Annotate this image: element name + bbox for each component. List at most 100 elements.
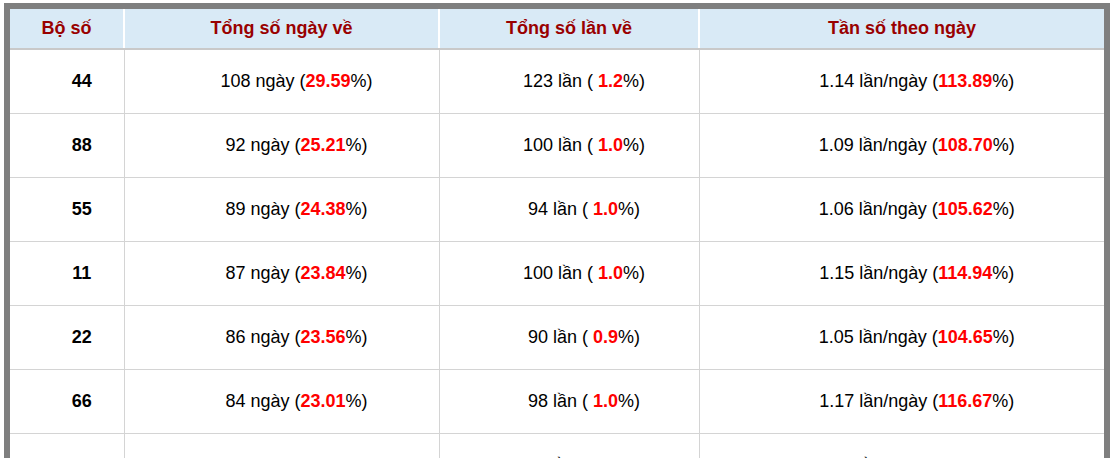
pair-number-cell: 55 bbox=[10, 178, 124, 242]
frequency-percentage: 104.65 bbox=[938, 327, 993, 347]
table-row: 66 84 ngày (23.01%) 98 lần ( 1.0%) 1.17 … bbox=[10, 370, 1104, 434]
times-cell: 98 lần ( 1.0%) bbox=[439, 370, 699, 434]
times-text-close: %) bbox=[623, 263, 645, 283]
times-percentage: 1.2 bbox=[598, 71, 623, 91]
times-cell: 90 lần ( 0.9%) bbox=[439, 306, 699, 370]
header-pair: Bộ số bbox=[10, 9, 124, 49]
times-text: 100 lần ( bbox=[523, 263, 598, 283]
days-text: 84 ngày ( bbox=[225, 391, 300, 411]
frequency-text: 1.06 lần/ngày ( bbox=[819, 199, 938, 219]
days-percentage: 23.84 bbox=[301, 263, 346, 283]
table-row: 99 84 ngày (23.01%) 94 lần ( 1.0%) 1.12 … bbox=[10, 434, 1104, 458]
pair-number-cell: 22 bbox=[10, 306, 124, 370]
days-percentage: 23.01 bbox=[301, 391, 346, 411]
days-percentage: 25.21 bbox=[301, 135, 346, 155]
days-percentage: 29.59 bbox=[306, 71, 351, 91]
times-percentage: 1.0 bbox=[598, 263, 623, 283]
pair-number: 55 bbox=[72, 199, 92, 219]
times-text: 100 lần ( bbox=[523, 135, 598, 155]
frequency-percentage: 108.70 bbox=[938, 135, 993, 155]
frequency-text-close: %) bbox=[993, 327, 1015, 347]
pair-number: 11 bbox=[72, 263, 91, 283]
frequency-text: 1.15 lần/ngày ( bbox=[819, 263, 938, 283]
frequency-text-close: %) bbox=[992, 391, 1014, 411]
stats-table-frame: Bộ số Tổng số ngày về Tổng số lần về Tần… bbox=[4, 3, 1110, 458]
days-text: 86 ngày ( bbox=[225, 327, 300, 347]
frequency-cell: 1.09 lần/ngày (108.70%) bbox=[699, 114, 1104, 178]
days-cell: 89 ngày (24.38%) bbox=[124, 178, 439, 242]
table-row: 11 87 ngày (23.84%) 100 lần ( 1.0%) 1.15… bbox=[10, 242, 1104, 306]
days-text-close: %) bbox=[346, 391, 368, 411]
pair-number-cell: 11 bbox=[10, 242, 124, 306]
times-text-close: %) bbox=[623, 71, 645, 91]
table-row: 44 108 ngày (29.59%) 123 lần ( 1.2%) 1.1… bbox=[10, 49, 1104, 114]
header-times: Tổng số lần về bbox=[439, 9, 699, 49]
frequency-percentage: 116.67 bbox=[938, 391, 992, 411]
table-row: 22 86 ngày (23.56%) 90 lần ( 0.9%) 1.05 … bbox=[10, 306, 1104, 370]
frequency-text-close: %) bbox=[993, 135, 1015, 155]
table-row: 55 89 ngày (24.38%) 94 lần ( 1.0%) 1.06 … bbox=[10, 178, 1104, 242]
frequency-cell: 1.17 lần/ngày (116.67%) bbox=[699, 370, 1104, 434]
days-percentage: 24.38 bbox=[301, 199, 346, 219]
days-text-close: %) bbox=[346, 263, 368, 283]
frequency-text-close: %) bbox=[992, 71, 1014, 91]
times-text-close: %) bbox=[618, 199, 640, 219]
pair-number: 44 bbox=[72, 71, 92, 91]
days-text-close: %) bbox=[346, 135, 368, 155]
pair-number: 22 bbox=[72, 327, 92, 347]
frequency-text: 1.09 lần/ngày ( bbox=[819, 135, 938, 155]
frequency-cell: 1.05 lần/ngày (104.65%) bbox=[699, 306, 1104, 370]
lottery-pair-stats-table: Bộ số Tổng số ngày về Tổng số lần về Tần… bbox=[10, 9, 1104, 458]
frequency-percentage: 105.62 bbox=[938, 199, 993, 219]
days-text-close: %) bbox=[346, 327, 368, 347]
pair-number: 66 bbox=[72, 391, 92, 411]
times-text: 90 lần ( bbox=[528, 327, 593, 347]
days-cell: 108 ngày (29.59%) bbox=[124, 49, 439, 114]
frequency-percentage: 113.89 bbox=[938, 71, 992, 91]
times-text: 123 lần ( bbox=[523, 71, 598, 91]
pair-number-cell: 66 bbox=[10, 370, 124, 434]
frequency-cell: 1.06 lần/ngày (105.62%) bbox=[699, 178, 1104, 242]
times-text-close: %) bbox=[618, 327, 640, 347]
pair-number-cell: 99 bbox=[10, 434, 124, 458]
pair-number: 88 bbox=[72, 135, 92, 155]
days-cell: 86 ngày (23.56%) bbox=[124, 306, 439, 370]
times-text-close: %) bbox=[618, 391, 640, 411]
frequency-cell: 1.14 lần/ngày (113.89%) bbox=[699, 49, 1104, 114]
times-cell: 100 lần ( 1.0%) bbox=[439, 114, 699, 178]
times-cell: 123 lần ( 1.2%) bbox=[439, 49, 699, 114]
times-cell: 94 lần ( 1.0%) bbox=[439, 178, 699, 242]
days-text-close: %) bbox=[351, 71, 373, 91]
pair-number-cell: 44 bbox=[10, 49, 124, 114]
table-row: 88 92 ngày (25.21%) 100 lần ( 1.0%) 1.09… bbox=[10, 114, 1104, 178]
table-body: 44 108 ngày (29.59%) 123 lần ( 1.2%) 1.1… bbox=[10, 49, 1104, 458]
times-cell: 94 lần ( 1.0%) bbox=[439, 434, 699, 458]
days-cell: 84 ngày (23.01%) bbox=[124, 370, 439, 434]
header-frequency: Tần số theo ngày bbox=[699, 9, 1104, 49]
frequency-percentage: 114.94 bbox=[938, 263, 992, 283]
times-text: 94 lần ( bbox=[528, 199, 593, 219]
days-text: 92 ngày ( bbox=[225, 135, 300, 155]
days-text: 87 ngày ( bbox=[225, 263, 300, 283]
days-text-close: %) bbox=[346, 199, 368, 219]
times-text-close: %) bbox=[623, 135, 645, 155]
times-text: 98 lần ( bbox=[528, 391, 593, 411]
frequency-text: 1.14 lần/ngày ( bbox=[819, 71, 938, 91]
days-percentage: 23.56 bbox=[301, 327, 346, 347]
days-cell: 92 ngày (25.21%) bbox=[124, 114, 439, 178]
days-cell: 87 ngày (23.84%) bbox=[124, 242, 439, 306]
days-text: 89 ngày ( bbox=[225, 199, 300, 219]
header-row: Bộ số Tổng số ngày về Tổng số lần về Tần… bbox=[10, 9, 1104, 49]
frequency-text: 1.05 lần/ngày ( bbox=[819, 327, 938, 347]
frequency-text-close: %) bbox=[992, 263, 1014, 283]
days-cell: 84 ngày (23.01%) bbox=[124, 434, 439, 458]
frequency-cell: 1.12 lần/ngày (111.90%) bbox=[699, 434, 1104, 458]
times-percentage: 1.0 bbox=[593, 391, 618, 411]
times-percentage: 1.0 bbox=[593, 199, 618, 219]
header-days: Tổng số ngày về bbox=[124, 9, 439, 49]
times-percentage: 0.9 bbox=[593, 327, 618, 347]
days-text: 108 ngày ( bbox=[220, 71, 305, 91]
table-header: Bộ số Tổng số ngày về Tổng số lần về Tần… bbox=[10, 9, 1104, 49]
frequency-cell: 1.15 lần/ngày (114.94%) bbox=[699, 242, 1104, 306]
frequency-text-close: %) bbox=[993, 199, 1015, 219]
